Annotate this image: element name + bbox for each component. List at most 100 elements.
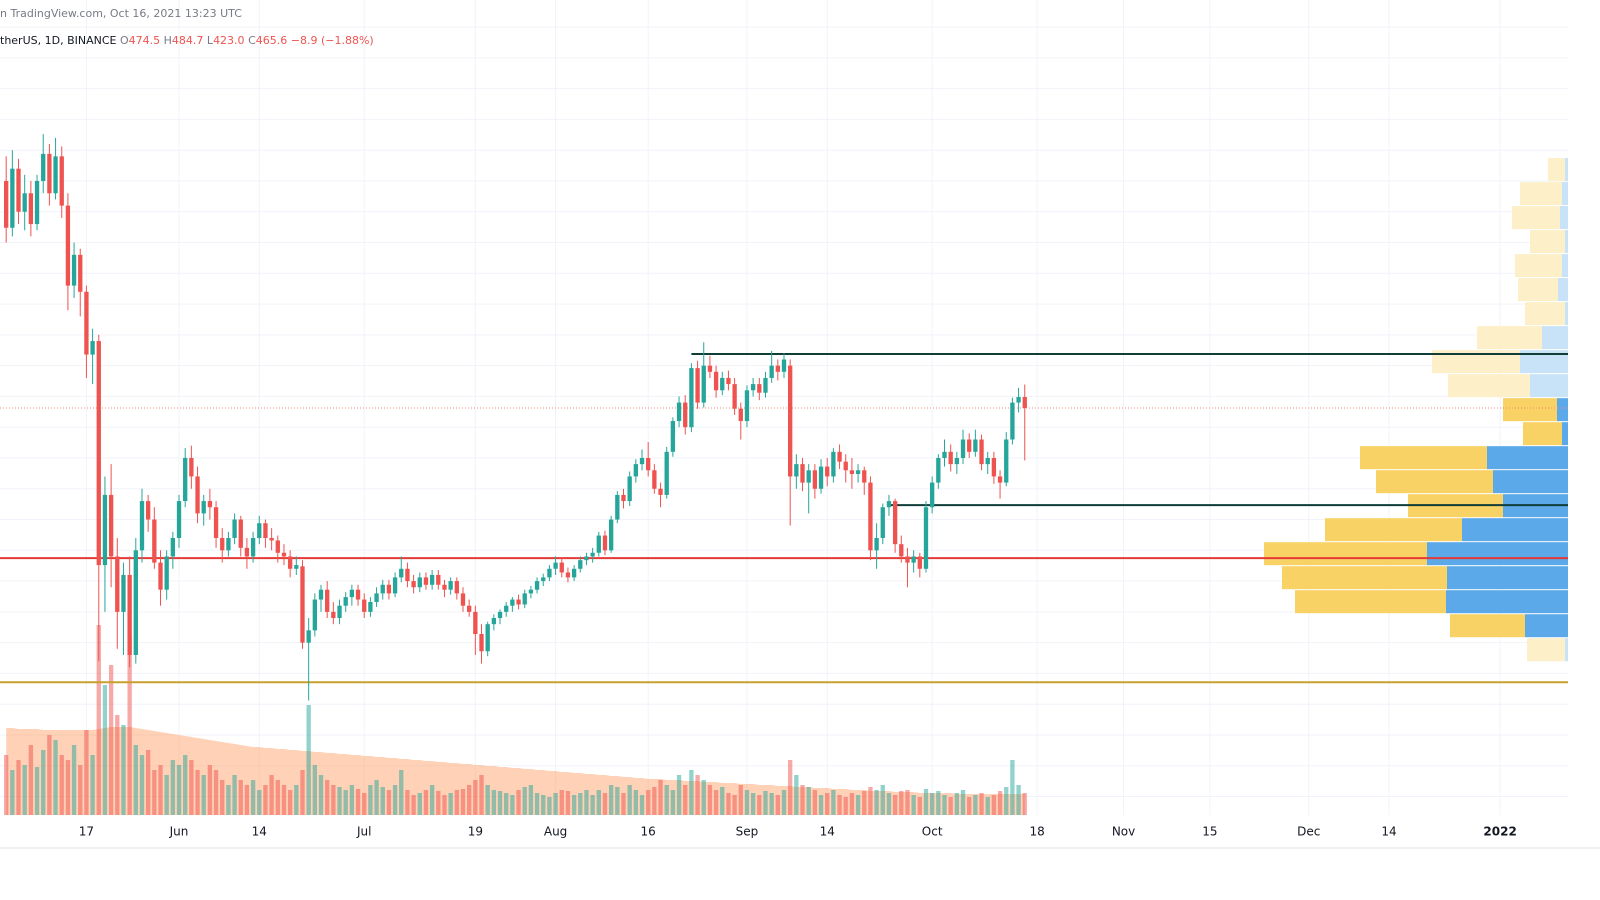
candle-body bbox=[929, 482, 935, 508]
candle-body bbox=[911, 556, 916, 563]
volume-bar bbox=[325, 780, 330, 815]
volume-bar bbox=[553, 793, 558, 815]
volume-bar bbox=[522, 787, 527, 815]
volume-bar bbox=[559, 790, 564, 815]
candle-body bbox=[170, 537, 176, 557]
candle-body bbox=[769, 365, 774, 378]
volume-bar bbox=[997, 791, 1003, 815]
volume-bar bbox=[763, 791, 768, 815]
profile-down bbox=[1487, 446, 1568, 470]
candle-body bbox=[96, 341, 101, 566]
volume-bar bbox=[22, 765, 27, 815]
candle-body bbox=[849, 470, 855, 474]
volume-bar bbox=[744, 790, 750, 815]
volume-bar bbox=[473, 780, 478, 815]
volume-bar bbox=[979, 793, 984, 815]
candle-body bbox=[10, 168, 15, 228]
volume-bar bbox=[287, 790, 293, 815]
candle-body bbox=[164, 556, 169, 590]
candle-body bbox=[139, 501, 145, 551]
candle-body bbox=[232, 519, 237, 538]
volume-bar bbox=[627, 785, 632, 815]
volume-bar bbox=[991, 795, 997, 815]
candle-body bbox=[349, 589, 355, 598]
volume-bar bbox=[602, 793, 608, 815]
volume-bar bbox=[695, 775, 700, 815]
candle-body bbox=[825, 466, 830, 477]
candle-body bbox=[646, 457, 651, 471]
volume-bar bbox=[429, 785, 435, 815]
volume-bar bbox=[528, 785, 534, 815]
volume-bar bbox=[843, 797, 848, 815]
candle-body bbox=[917, 556, 922, 569]
candle-body bbox=[176, 501, 182, 538]
candle-body bbox=[411, 581, 416, 588]
candle-body bbox=[652, 470, 657, 489]
candle-body bbox=[362, 599, 367, 612]
candle-body bbox=[158, 562, 163, 590]
candle-body bbox=[294, 565, 299, 569]
volume-bar bbox=[794, 775, 799, 815]
candle-body bbox=[818, 466, 824, 489]
candle-body bbox=[102, 494, 108, 566]
profile-down bbox=[1565, 638, 1568, 662]
volume-bar bbox=[849, 793, 855, 815]
candle-body bbox=[843, 461, 848, 471]
volume-bar bbox=[732, 795, 737, 815]
candle-body bbox=[71, 254, 77, 286]
volume-bar bbox=[380, 787, 385, 815]
volume-bar bbox=[917, 797, 922, 815]
candle-body bbox=[750, 384, 756, 391]
candle-body bbox=[510, 599, 515, 606]
volume-bar bbox=[355, 789, 361, 815]
candle-body bbox=[287, 556, 293, 569]
volume-bar bbox=[448, 793, 453, 815]
candle-body bbox=[602, 535, 608, 551]
candle-body bbox=[794, 464, 799, 477]
volume-bar bbox=[108, 665, 114, 815]
candle-body bbox=[559, 562, 564, 573]
volume-bar bbox=[102, 685, 108, 815]
volume-bar bbox=[220, 780, 225, 815]
profile-up bbox=[1518, 278, 1558, 302]
profile-down bbox=[1557, 398, 1568, 422]
profile-down bbox=[1542, 326, 1568, 350]
volume-bar bbox=[53, 740, 58, 815]
volume-bar bbox=[880, 785, 885, 815]
volume-bar bbox=[590, 795, 595, 815]
volume-bar bbox=[250, 780, 256, 815]
candle-body bbox=[788, 365, 793, 477]
volume-bar bbox=[874, 790, 879, 815]
volume-bar bbox=[892, 795, 898, 815]
candle-body bbox=[374, 593, 379, 603]
profile-up bbox=[1515, 254, 1562, 278]
volume-bar bbox=[831, 790, 836, 815]
ohlc-value: 465.6 bbox=[255, 34, 288, 47]
candle-body bbox=[183, 457, 188, 502]
volume-bar bbox=[318, 775, 324, 815]
volume-bar bbox=[164, 775, 169, 815]
candle-body bbox=[596, 535, 601, 553]
profile-up bbox=[1450, 614, 1525, 638]
profile-up bbox=[1448, 374, 1530, 398]
profile-down bbox=[1530, 374, 1568, 398]
profile-down bbox=[1565, 230, 1568, 254]
candle-body bbox=[448, 581, 453, 590]
candle-body bbox=[269, 537, 274, 541]
volume-bar bbox=[621, 793, 626, 815]
profile-up bbox=[1264, 542, 1427, 566]
candle-body bbox=[991, 457, 997, 477]
candle-body bbox=[16, 168, 21, 212]
candle-body bbox=[121, 574, 126, 612]
candle-body bbox=[534, 581, 540, 590]
ohlc: O474.5 H484.7 L423.0 C465.6 bbox=[120, 34, 291, 47]
volume-bar bbox=[652, 787, 657, 815]
ohlc-value: 474.5 bbox=[128, 34, 161, 47]
volume-bar bbox=[349, 785, 355, 815]
volume-bar bbox=[757, 795, 762, 815]
profile-down bbox=[1562, 422, 1568, 446]
volume-bar bbox=[862, 791, 867, 815]
x-tick-label: 14 bbox=[820, 825, 835, 839]
candle-body bbox=[516, 599, 521, 605]
profile-up bbox=[1527, 638, 1565, 662]
